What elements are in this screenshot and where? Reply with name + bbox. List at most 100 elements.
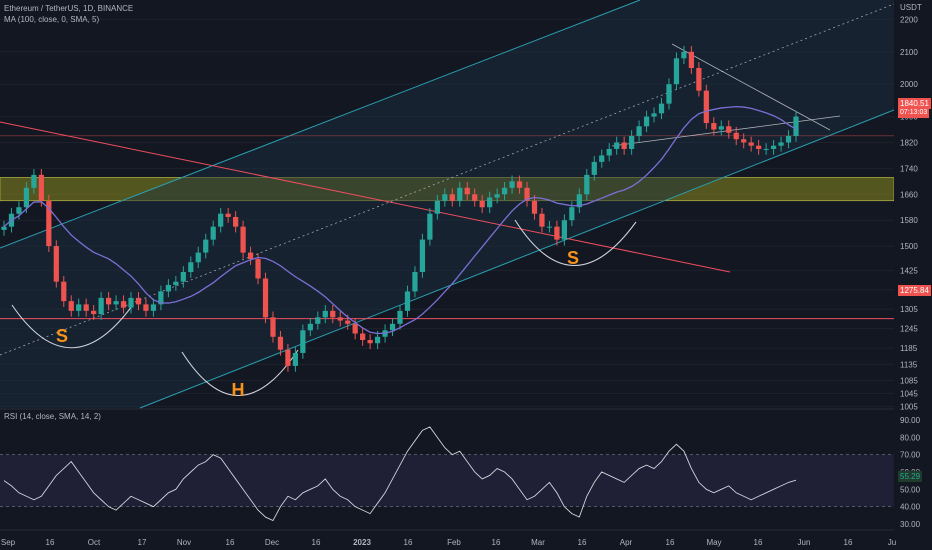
candle-body [509, 181, 515, 188]
price-tick-label: 1245 [900, 325, 918, 334]
time-tick-label: 2023 [353, 538, 371, 547]
price-tick-label: 2000 [900, 80, 918, 89]
candle-body [501, 187, 508, 195]
rsi-series [0, 426, 894, 522]
price-tick-label: 1580 [900, 216, 918, 225]
countdown-badge: 07:13:03 [898, 107, 930, 118]
candle-body [531, 200, 538, 214]
candle-body [472, 194, 478, 201]
candle-body [576, 194, 582, 208]
candle-body [53, 246, 59, 282]
candle-body [434, 200, 440, 214]
time-tick-label: 16 [312, 538, 321, 547]
candle-body [360, 333, 366, 340]
time-tick-label: Feb [447, 538, 461, 547]
candle-body [270, 317, 276, 337]
time-tick-label: Mar [531, 538, 545, 547]
candle-body [748, 142, 754, 146]
price-tick-label: 1135 [900, 360, 918, 369]
head-label: H [232, 380, 245, 400]
time-tick-label: Dec [265, 538, 279, 547]
candle-body [225, 213, 231, 217]
candle-body [292, 352, 299, 366]
price-tick-label: 1305 [900, 305, 918, 314]
candle-body [46, 200, 52, 247]
candle-body [539, 213, 545, 227]
left-shoulder-arc [11, 304, 133, 349]
candle-body [76, 304, 82, 311]
rsi-legend: RSI (14, close, SMA, 14, 2) [4, 412, 101, 421]
left-shoulder-label: S [56, 326, 68, 346]
candle-body [516, 181, 523, 188]
candle-body [98, 297, 104, 315]
rsi-tick-label: 40.00 [900, 503, 921, 512]
rsi-tick-label: 90.00 [900, 416, 921, 425]
candle-body [113, 301, 119, 305]
candle-body [464, 187, 470, 195]
head-arc [181, 349, 299, 397]
candle-body [681, 51, 687, 59]
wedge-lower-line [611, 115, 841, 147]
candle-body [38, 174, 44, 201]
price-tick-label: 1740 [900, 164, 918, 173]
candle-body [606, 148, 612, 156]
time-tick-label: Apr [620, 538, 633, 547]
candle-body [457, 187, 463, 201]
time-tick-label: 16 [46, 538, 55, 547]
moving-average-line [3, 105, 797, 335]
time-tick-label: May [706, 538, 721, 547]
candle-body [173, 281, 179, 285]
candle-body [210, 226, 216, 240]
time-tick-label: Jun [798, 538, 811, 547]
time-tick-label: 17 [138, 538, 147, 547]
candle-body [718, 126, 724, 130]
price-tick-label: 1085 [900, 376, 918, 385]
candle-body [703, 90, 709, 124]
price-tick-label: 1660 [900, 190, 918, 199]
candle-body [1, 226, 7, 230]
candle-body [688, 51, 695, 68]
rsi-line [3, 426, 797, 522]
time-tick-label: Nov [177, 538, 191, 547]
candle-body [546, 226, 553, 228]
candle-body [195, 252, 201, 263]
time-tick-label: 16 [844, 538, 853, 547]
candle-body [135, 297, 142, 305]
time-tick-label: 16 [492, 538, 501, 547]
wedge-upper-line [671, 43, 831, 131]
price-tick-label: 1425 [900, 266, 918, 275]
candle-body [733, 132, 739, 140]
candle-body [569, 207, 575, 221]
candle-body [785, 136, 792, 143]
candle-body [651, 113, 657, 117]
candle-body [658, 103, 665, 114]
candle-body [300, 330, 306, 353]
candle-body [442, 194, 448, 201]
candle-body [105, 297, 112, 305]
price-axis-background [894, 0, 932, 550]
candle-body [337, 317, 343, 321]
candle-body [367, 340, 373, 344]
candle-body [711, 123, 717, 130]
candle-body [449, 194, 455, 201]
candle-body [643, 116, 650, 127]
candle-body [673, 58, 680, 85]
candle-body [599, 155, 605, 162]
ma-legend: MA (100, close, 0, SMA, 5) [4, 15, 100, 24]
price-tick-label: 1500 [900, 242, 918, 251]
candle-body [763, 148, 769, 150]
candle-body [233, 216, 239, 227]
candle-body [778, 142, 784, 146]
time-tick-label: Oct [88, 538, 101, 547]
candle-body [255, 259, 261, 279]
candle-body [345, 320, 351, 324]
candle-body [793, 116, 799, 136]
downtrend-line [0, 121, 731, 273]
time-tick-label: 16 [578, 538, 587, 547]
candle-body [315, 317, 321, 324]
candle-body [636, 126, 642, 136]
candle-body [188, 262, 194, 272]
candle-body [479, 200, 485, 208]
candle-body [726, 126, 732, 133]
